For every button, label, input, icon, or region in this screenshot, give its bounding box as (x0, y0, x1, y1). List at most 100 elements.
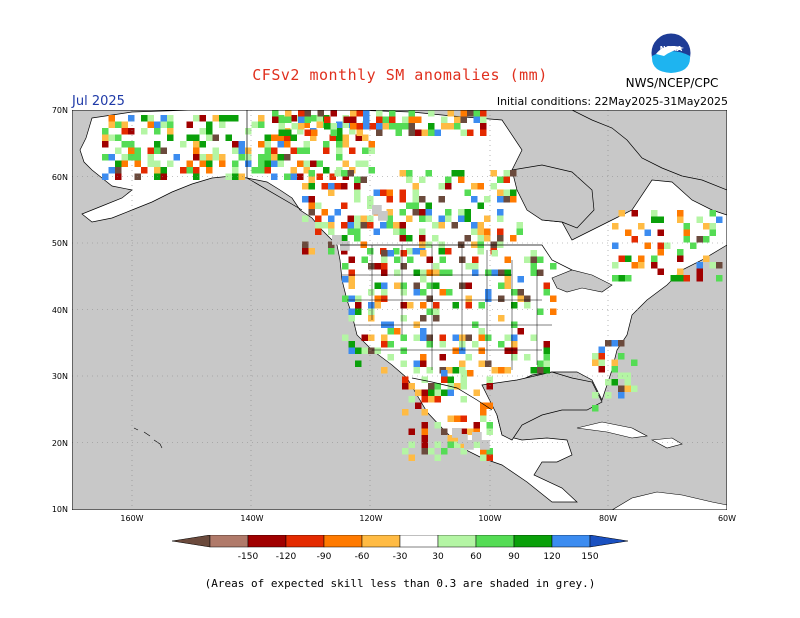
noaa-logo: NOAA (650, 32, 692, 74)
anomaly-cell (598, 366, 605, 373)
anomaly-cell (464, 189, 471, 196)
anomaly-cell (186, 121, 193, 128)
anomaly-cell (458, 170, 465, 177)
anomaly-cell (328, 189, 335, 196)
anomaly-cell (400, 289, 407, 296)
anomaly-cell (425, 202, 432, 209)
anomaly-cell (341, 248, 348, 255)
anomaly-cell (537, 256, 544, 263)
anomaly-cell (264, 141, 271, 148)
anomaly-cell (342, 334, 349, 341)
lat-tick-label: 40N (51, 305, 68, 315)
anomaly-cell (511, 354, 518, 361)
anomaly-cell (491, 367, 498, 374)
anomaly-cell (360, 215, 367, 222)
anomaly-cell (368, 263, 375, 270)
anomaly-cell (598, 346, 605, 353)
anomaly-cell (232, 160, 239, 167)
anomaly-cell (102, 134, 109, 141)
anomaly-cell (631, 210, 638, 217)
hudson-bay (511, 164, 595, 229)
anomaly-cell (395, 123, 402, 130)
anomaly-cell (290, 115, 297, 122)
anomaly-cell (368, 308, 375, 315)
legend-swatch (399, 535, 439, 548)
anomaly-cell (677, 255, 684, 262)
anomaly-cell (420, 360, 427, 367)
anomaly-cell (491, 250, 498, 257)
anomaly-cell (517, 289, 524, 296)
anomaly-cell (473, 422, 480, 429)
anomaly-cell (342, 121, 349, 128)
anomaly-cell (342, 160, 349, 167)
low-skill-cell (452, 428, 462, 438)
anomaly-cell (277, 134, 284, 141)
anomaly-cell (212, 134, 219, 141)
anomaly-cell (638, 255, 645, 262)
anomaly-cell (315, 215, 322, 222)
anomaly-cell (381, 295, 388, 302)
anomaly-cell (374, 347, 381, 354)
anomaly-cell (376, 123, 383, 130)
anomaly-cell (141, 167, 148, 174)
anomaly-cell (341, 183, 348, 190)
anomaly-cell (625, 275, 632, 282)
anomaly-cell (193, 115, 200, 122)
anomaly-cell (716, 216, 723, 223)
anomaly-cell (486, 428, 493, 435)
anomaly-cell (199, 141, 206, 148)
anomaly-cell (412, 248, 419, 255)
anomaly-cell (420, 250, 427, 257)
anomaly-cell (447, 441, 454, 448)
anomaly-cell (199, 128, 206, 135)
greenland-landmass (571, 110, 727, 191)
anomaly-cell (415, 389, 422, 396)
anomaly-cell (330, 129, 337, 136)
anomaly-cell (290, 147, 297, 154)
anomaly-cell (426, 308, 433, 315)
anomaly-cell (115, 160, 122, 167)
anomaly-cell (329, 134, 336, 141)
anomaly-cell (412, 196, 419, 203)
anomaly-cell (206, 154, 213, 161)
anomaly-cell (343, 116, 350, 123)
anomaly-cell (334, 170, 341, 177)
anomaly-cell (550, 308, 557, 315)
anomaly-cell (413, 334, 420, 341)
anomaly-cell (193, 167, 200, 174)
anomaly-cell (690, 242, 697, 249)
anomaly-cell (304, 116, 311, 123)
anomaly-cell (245, 160, 252, 167)
anomaly-cell (612, 262, 619, 269)
anomaly-cell (428, 123, 435, 130)
anomaly-cell (504, 282, 511, 289)
anomaly-cell (387, 328, 394, 335)
anomaly-cell (631, 262, 638, 269)
anomaly-cell (376, 116, 383, 123)
anomaly-cell (460, 376, 467, 383)
anomaly-cell (458, 209, 465, 216)
lat-lon-gridlines (72, 110, 727, 510)
anomaly-cell (683, 275, 690, 282)
anomaly-cell (524, 256, 531, 263)
anomaly-cell (347, 222, 354, 229)
anomaly-cell (426, 367, 433, 374)
anomaly-cell (367, 215, 374, 222)
anomaly-cell (336, 121, 343, 128)
anomaly-cell (438, 222, 445, 229)
anomaly-cell (511, 341, 518, 348)
anomaly-cell (454, 383, 461, 390)
anomaly-cell (464, 209, 471, 216)
anomaly-cell (478, 347, 485, 354)
anomaly-cell (180, 167, 187, 174)
anomaly-cell (419, 235, 426, 242)
anomaly-cell (433, 315, 440, 322)
anomaly-cell (419, 209, 426, 216)
anomaly-cell (102, 173, 109, 180)
anomaly-cell (624, 379, 631, 386)
anomaly-cell (347, 215, 354, 222)
anomaly-cell (451, 170, 458, 177)
anomaly-cell (348, 276, 355, 283)
south-america-landmass (611, 491, 727, 510)
anomaly-cell (438, 183, 445, 190)
